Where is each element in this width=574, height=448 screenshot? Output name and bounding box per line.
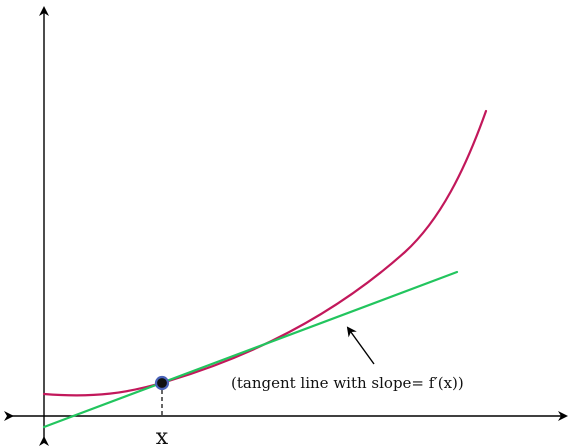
- x-point-label: x: [156, 425, 169, 448]
- tangent-line: [42, 270, 459, 429]
- axes: [4, 6, 568, 446]
- annotation-label: (tangent line with slope= f′(x)): [231, 374, 464, 392]
- function-curve: [42, 109, 488, 397]
- annotation-arrow: [346, 326, 375, 365]
- tangency-point: [154, 375, 170, 391]
